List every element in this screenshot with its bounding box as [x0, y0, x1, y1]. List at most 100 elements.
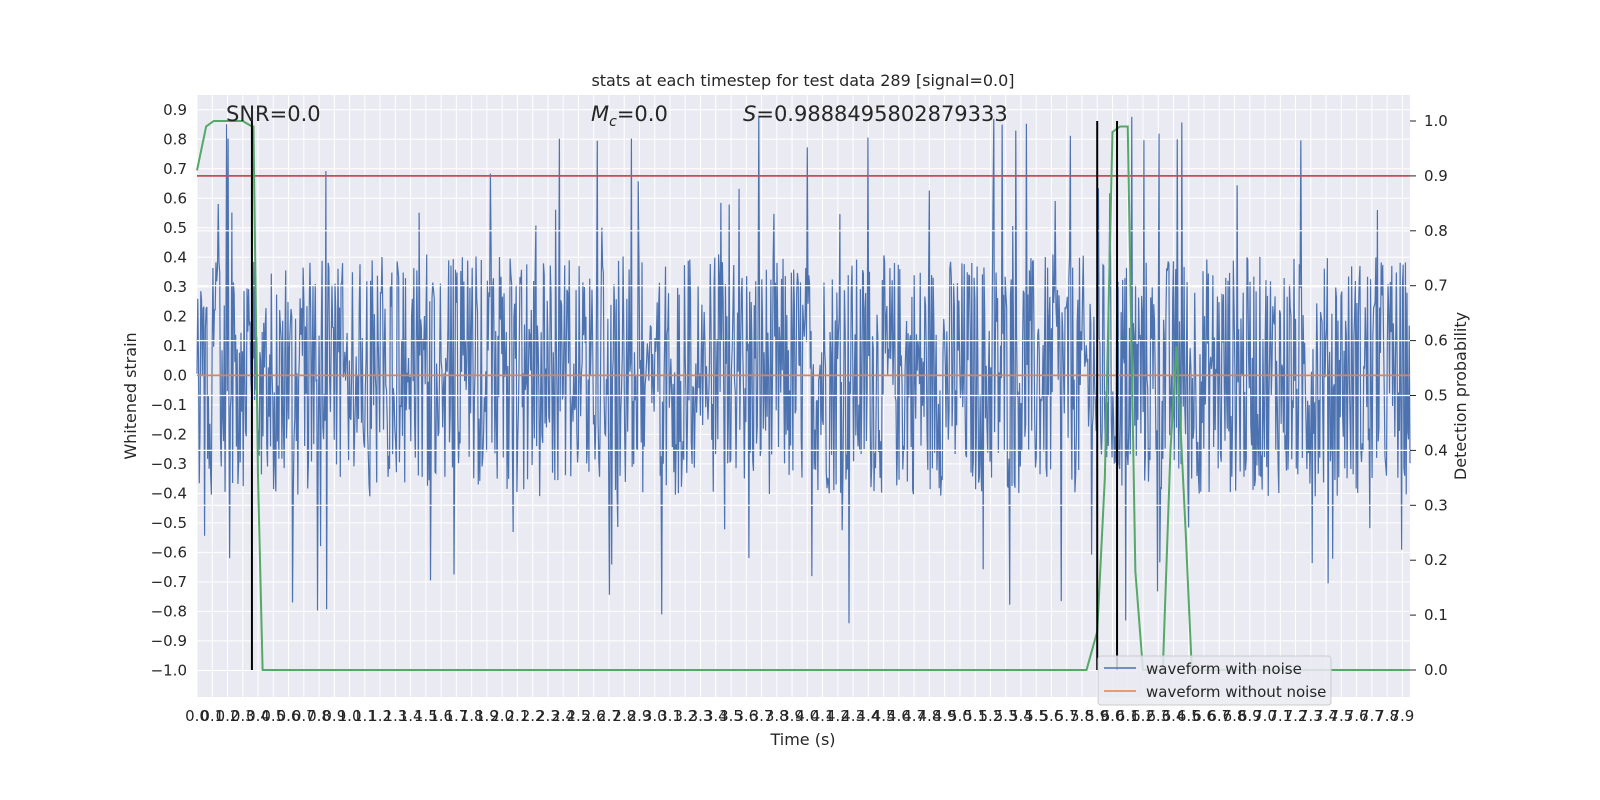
y-tick-label-right: 1.0 [1424, 112, 1448, 130]
x-tick-label: 2.3 [536, 707, 560, 725]
x-tick-label: 4.5 [872, 707, 896, 725]
s-annotation: S=0.9888495802879333 [743, 102, 1008, 126]
x-tick-label: 6.4 [1162, 707, 1186, 725]
x-tick-label: 6.6 [1192, 707, 1216, 725]
y-tick-label-right: 0.6 [1424, 332, 1448, 350]
x-tick-label: 4.9 [933, 707, 957, 725]
x-tick-label: 1.3 [383, 707, 407, 725]
x-tick-label: 4.7 [902, 707, 926, 725]
x-tick-label: 1.5 [414, 707, 438, 725]
x-tick-label: 0.2 [216, 707, 240, 725]
y-tick-label-left: −0.4 [151, 484, 187, 502]
x-tick-label: 7.8 [1375, 707, 1399, 725]
overlay-lines [196, 120, 1410, 671]
x-tick-label: 6.0 [1101, 707, 1125, 725]
x-tick-label: 2.9 [628, 707, 652, 725]
x-tick-label: 6.7 [1207, 707, 1231, 725]
x-tick-label: 5.7 [1055, 707, 1079, 725]
x-axis-label: Time (s) [769, 730, 835, 749]
x-tick-label: 0.5 [261, 707, 285, 725]
y-tick-label-left: −0.5 [151, 514, 187, 532]
x-tick-label: 5.1 [963, 707, 987, 725]
x-tick-label: 5.6 [1040, 707, 1064, 725]
x-tick-label: 6.1 [1116, 707, 1140, 725]
y-tick-label-right: 0.7 [1424, 277, 1448, 295]
y-axis-label-right: Detection probability [1451, 312, 1470, 480]
y-tick-label-right: 0.3 [1424, 496, 1448, 514]
x-tick-label: 1.7 [444, 707, 468, 725]
x-tick-label: 2.6 [582, 707, 606, 725]
y-tick-label-left: −0.7 [151, 573, 187, 591]
x-tick-label: 7.0 [1253, 707, 1277, 725]
x-tick-label: 6.3 [1146, 707, 1170, 725]
x-tick-label: 3.3 [689, 707, 713, 725]
y-tick-label-right: 0.8 [1424, 222, 1448, 240]
y-tick-label-right: 0.4 [1424, 441, 1448, 459]
x-tick-label: 3.2 [673, 707, 697, 725]
x-tick-label: 5.8 [1070, 707, 1094, 725]
x-tick-label: 4.0 [795, 707, 819, 725]
y-tick-label-right: 0.0 [1424, 661, 1448, 679]
y-tick-label-left: −0.6 [151, 543, 187, 561]
x-tick-label: 3.4 [704, 707, 728, 725]
x-tick-label: 1.8 [460, 707, 484, 725]
x-tick-label: 5.3 [994, 707, 1018, 725]
x-tick-label: 3.5 [719, 707, 743, 725]
x-tick-label: 4.1 [811, 707, 835, 725]
x-tick-label: 2.0 [490, 707, 514, 725]
x-tick-label: 4.4 [856, 707, 880, 725]
x-tick-label: 2.4 [551, 707, 575, 725]
x-tick-label: 6.8 [1223, 707, 1247, 725]
x-tick-label: 5.0 [948, 707, 972, 725]
y-tick-label-left: −1.0 [151, 661, 187, 679]
x-tick-label: 0.7 [292, 707, 316, 725]
x-tick-label: 1.1 [353, 707, 377, 725]
x-tick-label: 3.8 [765, 707, 789, 725]
right-axis-ticks: 0.0 0.1 0.2 0.3 0.4 0.5 0.6 0.7 0.8 0.9 1.0 [1410, 112, 1448, 679]
x-tick-label: 1.0 [338, 707, 362, 725]
y-tick-label-left: −0.9 [151, 632, 187, 650]
x-tick-label: 3.9 [780, 707, 804, 725]
y-tick-label-left: −0.1 [151, 396, 187, 414]
x-tick-label: 0.4 [246, 707, 270, 725]
y-tick-label-left: 0.0 [163, 366, 187, 384]
x-tick-label: 2.7 [597, 707, 621, 725]
y-tick-label-left: −0.8 [151, 602, 187, 620]
legend-label-noise: waveform with noise [1146, 660, 1302, 678]
x-tick-label: 7.1 [1268, 707, 1292, 725]
x-tick-label: 5.9 [1085, 707, 1109, 725]
legend-label-clean: waveform without noise [1146, 683, 1326, 701]
left-axis-ticks: −1.0 −0.9 −0.8 −0.7 −0.6 −0.5 −0.4 −0.3 −0.2 −0.1… [151, 101, 187, 680]
y-tick-label-left: 0.3 [163, 278, 187, 296]
x-tick-label: 5.2 [978, 707, 1002, 725]
y-tick-label-left: 0.9 [163, 101, 187, 119]
y-tick-label-left: 0.5 [163, 219, 187, 237]
x-tick-label: 7.3 [1299, 707, 1323, 725]
x-tick-label: 5.5 [1024, 707, 1048, 725]
y-tick-label-left: 0.8 [163, 130, 187, 148]
x-tick-label: 6.9 [1238, 707, 1262, 725]
x-tick-label: 3.6 [734, 707, 758, 725]
x-tick-label: 4.3 [841, 707, 865, 725]
chart-title: stats at each timestep for test data 289… [591, 71, 1014, 90]
y-tick-label-right: 0.9 [1424, 167, 1448, 185]
x-tick-label: 7.7 [1360, 707, 1384, 725]
legend: waveform with noise waveform without noi… [1097, 655, 1332, 706]
x-tick-label: 7.2 [1284, 707, 1308, 725]
y-tick-label-right: 0.2 [1424, 551, 1448, 569]
x-tick-label: 1.6 [429, 707, 453, 725]
y-tick-label-left: 0.1 [163, 337, 187, 355]
x-tick-label: 0.8 [307, 707, 331, 725]
y-tick-label-left: 0.4 [163, 248, 187, 266]
series-waveform-with-noise [196, 115, 1411, 624]
x-tick-label: 3.0 [643, 707, 667, 725]
x-tick-label: 7.9 [1390, 707, 1414, 725]
mc-annotation: Mc=0.0 [591, 102, 668, 130]
y-tick-label-right: 0.5 [1424, 387, 1448, 405]
x-tick-label: 0.3 [231, 707, 255, 725]
x-tick-label: 4.8 [917, 707, 941, 725]
y-tick-label-left: 0.2 [163, 307, 187, 325]
x-tick-label: 6.5 [1177, 707, 1201, 725]
x-tick-label: 5.4 [1009, 707, 1033, 725]
